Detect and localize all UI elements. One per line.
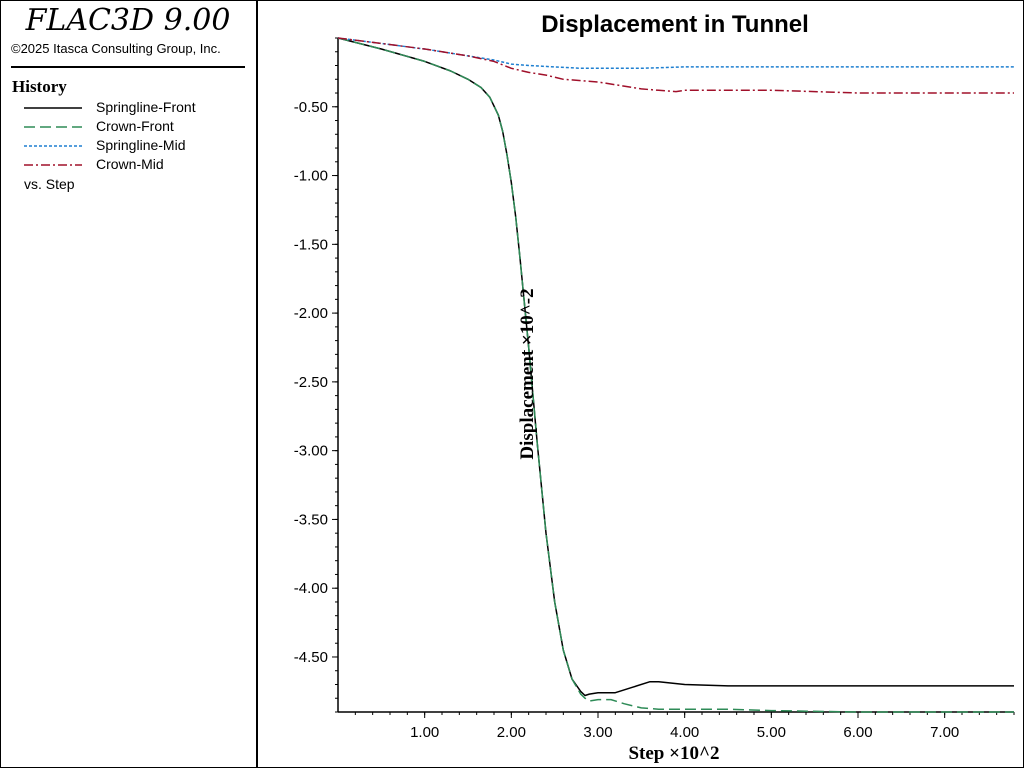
legend-item-crown-front: Crown-Front [22, 118, 252, 137]
y-tick-label: -2.00 [294, 305, 328, 322]
legend-label-crown-front: Crown-Front [96, 118, 174, 134]
y-axis-label: Displacement ×10^-2 [517, 288, 538, 459]
y-tick-label: -4.00 [294, 580, 328, 597]
legend-label-springline-mid: Springline-Mid [96, 137, 186, 153]
x-tick-label: 6.00 [843, 724, 872, 741]
y-tick-label: -3.00 [294, 443, 328, 460]
x-tick-label: 7.00 [930, 724, 959, 741]
legend-swatch-crown-mid [24, 164, 82, 166]
axes-group: -0.50 -1.00 -1.50 -2.00 -2.50 -3.00 -3.50 -4.00… [294, 37, 1015, 741]
y-tick-label: -1.50 [294, 236, 328, 253]
series-line-crown-front [337, 37, 1014, 713]
y-tick-label: -0.50 [294, 99, 328, 116]
legend-swatch-springline-front [24, 107, 82, 109]
series-line-crown-mid [337, 37, 1014, 94]
chart-title: Displacement in Tunnel [541, 11, 809, 38]
legend-swatch-crown-front [24, 126, 82, 128]
x-tick-label: 4.00 [670, 724, 699, 741]
chart-svg: Displacement in Tunnel -0.50 -1.00 -1.50 -2… [294, 11, 1015, 764]
legend-divider [11, 66, 245, 68]
legend-item-springline-mid: Springline-Mid [22, 137, 252, 156]
series-line-springline-front [337, 37, 1014, 697]
legend-label-springline-front: Springline-Front [96, 99, 196, 115]
x-axis-label: Step ×10^2 [628, 743, 719, 764]
x-tick-label: 2.00 [497, 724, 526, 741]
legend-panel: FLAC3D 9.00 ©2025 Itasca Consulting Grou… [0, 0, 256, 768]
x-tick-label: 1.00 [410, 724, 439, 741]
copyright-text: ©2025 Itasca Consulting Group, Inc. [11, 41, 221, 56]
y-tick-label: -4.50 [294, 649, 328, 666]
legend-item-crown-mid: Crown-Mid [22, 156, 252, 175]
x-tick-label: 3.00 [583, 724, 612, 741]
legend-label-crown-mid: Crown-Mid [96, 156, 164, 172]
x-tick-label: 5.00 [757, 724, 786, 741]
panel-divider [256, 0, 258, 768]
legend-item-springline-front: Springline-Front [22, 99, 252, 118]
series-layer [337, 37, 1014, 713]
y-tick-label: -3.50 [294, 511, 328, 528]
app-title: FLAC3D 9.00 [25, 3, 231, 38]
chart-area: Displacement in Tunnel -0.50 -1.00 -1.50 -2… [258, 0, 1024, 768]
legend-title: History [12, 77, 67, 96]
legend-swatch-springline-mid [24, 145, 82, 147]
legend-vs-step: vs. Step [24, 176, 75, 192]
y-tick-label: -1.00 [294, 168, 328, 185]
series-line-springline-mid [337, 37, 1014, 70]
y-tick-label: -2.50 [294, 374, 328, 391]
